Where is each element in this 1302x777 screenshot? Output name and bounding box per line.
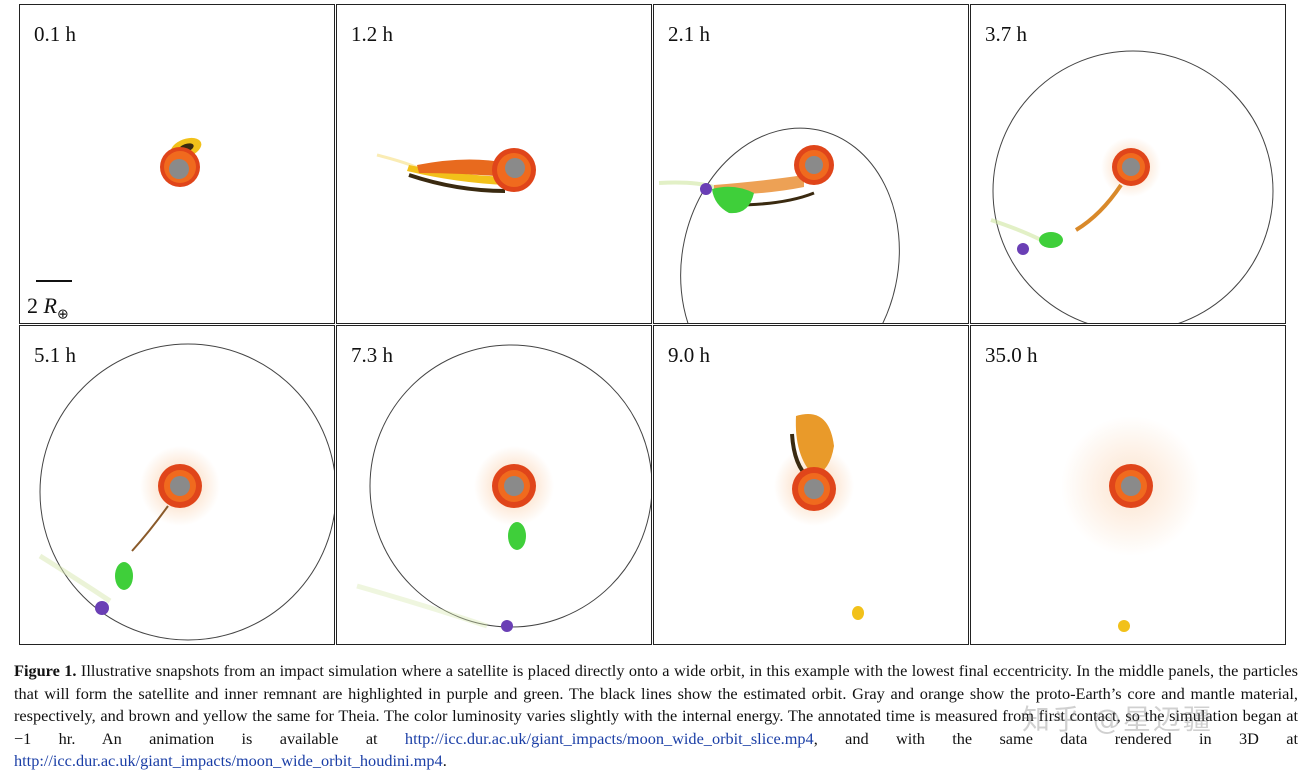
impact-bodies [38, 446, 220, 615]
panel-7-3h: 7.3 h [336, 325, 652, 645]
caption-text: . [442, 751, 447, 770]
time-label: 1.2 h [351, 22, 393, 46]
time-label: 2.1 h [668, 22, 710, 46]
animation-slice-link[interactable]: http://icc.dur.ac.uk/giant_impacts/moon_… [404, 728, 814, 748]
panel-1-2h: 1.2 h [336, 4, 652, 324]
estimated-orbit [680, 127, 900, 323]
panel-3-7h-render [990, 50, 1274, 323]
impact-bodies [774, 414, 864, 620]
panel-2-1h-render [658, 127, 900, 323]
time-label: 35.0 h [985, 343, 1038, 367]
impact-bodies [990, 137, 1161, 255]
panel-5-1h: 5.1 h [19, 325, 335, 645]
panel-5-1h-render [38, 343, 334, 641]
estimated-orbit [39, 343, 334, 641]
impact-bodies [1061, 416, 1201, 632]
impact-bodies [658, 145, 834, 214]
panel-7-3h-render [356, 344, 651, 632]
panel-0-1h-render [160, 137, 202, 187]
panel-35-0h-render [1061, 416, 1201, 632]
figure-caption: Figure 1. Illustrative snapshots from an… [14, 660, 1298, 773]
panel-1-2h-render [376, 148, 536, 193]
panel-9-0h: 9.0 h [653, 325, 969, 645]
caption-text: , and with the same data rendered in 3D … [813, 728, 1298, 748]
simulation-figure: 0.1 h 2 R⊕ 1.2 h [19, 4, 1287, 646]
time-label: 7.3 h [351, 343, 393, 367]
watermark: 知乎 @星辺疆 [1022, 703, 1213, 736]
panel-0-1h: 0.1 h 2 R⊕ [19, 4, 335, 324]
animation-3d-link[interactable]: http://icc.dur.ac.uk/giant_impacts/moon_… [14, 751, 443, 770]
time-label: 0.1 h [34, 22, 76, 46]
time-label: 5.1 h [34, 343, 76, 367]
caption-label: Figure 1. [14, 661, 77, 680]
impact-bodies [160, 137, 202, 187]
impact-bodies [356, 446, 554, 632]
scale-bar-label: 2 R⊕ [27, 293, 69, 323]
panel-2-1h: 2.1 h [653, 4, 969, 324]
caption-text: Illustrative snapshots from an impact si… [14, 661, 1298, 748]
panel-35-0h: 35.0 h [970, 325, 1286, 645]
panel-9-0h-render [774, 414, 864, 620]
panel-3-7h: 3.7 h [970, 4, 1286, 324]
time-label: 9.0 h [668, 343, 710, 367]
estimated-orbit [992, 50, 1274, 323]
scale-bar [36, 280, 72, 282]
time-label: 3.7 h [985, 22, 1027, 46]
impact-bodies [376, 148, 536, 193]
